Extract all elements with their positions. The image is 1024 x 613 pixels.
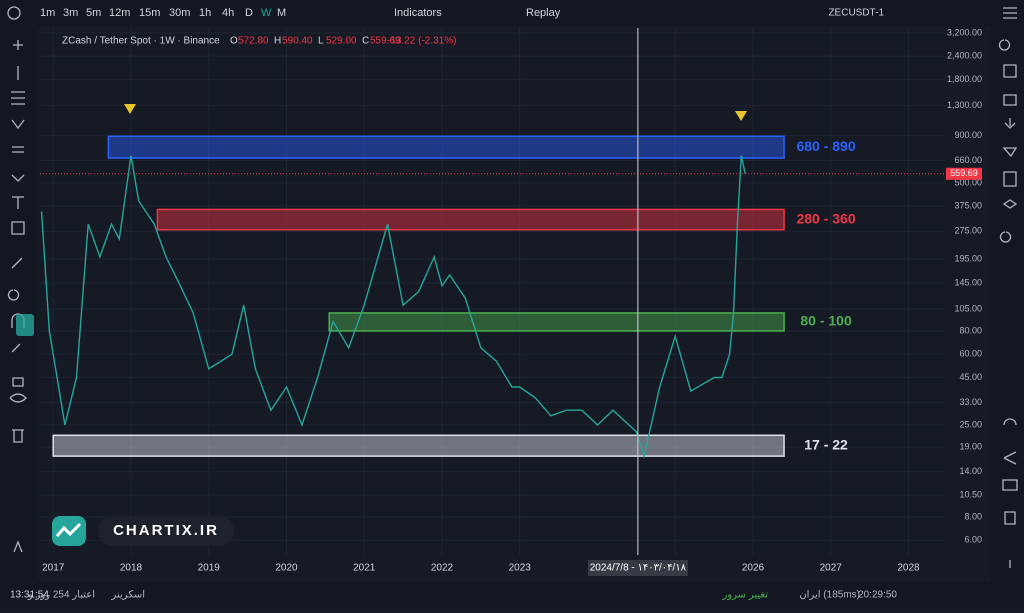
interval[interactable]: W [261, 7, 272, 19]
status-bar [0, 582, 1024, 608]
ohlc-value: 590.40 [282, 36, 313, 47]
interval[interactable]: M [277, 7, 286, 19]
interval[interactable]: 30m [169, 7, 190, 19]
price-zone [107, 135, 785, 159]
top-bar [0, 0, 1024, 26]
y-tick-label: 145.00 [954, 277, 982, 287]
clock: 13:31:54 [10, 590, 49, 601]
left-toolbar [0, 26, 36, 582]
last-price-box [946, 167, 982, 180]
interval[interactable]: 3m [63, 7, 78, 19]
sidebar-icons[interactable] [998, 7, 1018, 568]
interval[interactable]: 4h [222, 7, 234, 19]
zone-label: 680 - 890 [796, 138, 855, 154]
server-switch[interactable]: تغییر سرور [722, 590, 769, 601]
magnet-tool[interactable] [16, 314, 34, 336]
zone-label: 280 - 360 [796, 210, 855, 226]
y-tick-label: 25.00 [959, 419, 982, 429]
y-tick-label: 195.00 [954, 253, 982, 263]
add-icon[interactable] [7, 6, 21, 20]
x-tick-label: 2028 [897, 563, 920, 574]
y-tick-label: 6.00 [964, 535, 982, 545]
indicators-button[interactable]: Indicators [394, 7, 442, 19]
ohlc-key: O [230, 36, 238, 47]
zone-label: 80 - 100 [800, 313, 852, 329]
symbol-title: ZCash / Tether Spot · 1W · Binance [62, 36, 220, 47]
change: -13.22 (-2.31%) [387, 36, 456, 47]
price-line [40, 155, 746, 459]
y-tick-label: 8.00 [964, 511, 982, 521]
price-zone [156, 208, 785, 231]
y-tick-label: 375.00 [954, 201, 982, 211]
y-tick-label: 2,400.00 [947, 51, 982, 61]
x-tick-label: 2021 [353, 563, 376, 574]
ohlc-key: L [318, 36, 324, 47]
watermark: CHARTIX.IR [113, 522, 219, 539]
price-zone [328, 312, 785, 332]
ohlc-value: 572.80 [238, 36, 269, 47]
symbol[interactable]: ZECUSDT-1 [828, 8, 884, 19]
status-time: 20:29:50 [858, 590, 897, 601]
zone-label: 17 - 22 [804, 436, 848, 452]
y-tick-label: 900.00 [954, 130, 982, 140]
interval[interactable]: D [245, 7, 253, 19]
interval[interactable]: 15m [139, 7, 160, 19]
ohlc-key: C [362, 36, 369, 47]
crosshair-box [587, 560, 688, 576]
y-tick-label: 660.00 [954, 155, 982, 165]
x-tick-label: 2027 [820, 563, 843, 574]
y-tick-label: 1,300.00 [947, 100, 982, 110]
x-tick-label: 2019 [198, 563, 221, 574]
ohlc-key: H [274, 36, 281, 47]
y-tick-label: 19.00 [959, 442, 982, 452]
tool-icons [7, 6, 1018, 568]
interval[interactable]: 1h [199, 7, 211, 19]
y-tick-label: 3,200.00 [947, 27, 982, 37]
replay-button[interactable]: Replay [526, 7, 561, 19]
x-tick-label: 2026 [742, 563, 765, 574]
x-tick-label: 2018 [120, 563, 143, 574]
right-sidebar [990, 26, 1024, 582]
x-tick-label: 2023 [509, 563, 532, 574]
y-tick-label: 10.50 [959, 489, 982, 499]
x-tick-label: 2022 [431, 563, 454, 574]
screener[interactable]: اسکرینر [110, 590, 145, 601]
interval[interactable]: 12m [109, 7, 130, 19]
y-tick-label: 80.00 [959, 325, 982, 335]
y-tick-label: 33.00 [959, 397, 982, 407]
last-price-label: 559.69 [950, 168, 978, 178]
y-tick-label: 105.00 [954, 303, 982, 313]
y-tick-label: 60.00 [959, 349, 982, 359]
interval[interactable]: 1m [40, 7, 55, 19]
y-tick-label: 14.00 [959, 466, 982, 476]
ping: ایران (185ms) [799, 590, 860, 601]
plot [40, 28, 945, 555]
drawing-tools[interactable] [7, 40, 27, 553]
y-tick-label: 500.00 [954, 177, 982, 187]
ohlc-value: 559.69 [370, 36, 401, 47]
watermark-pill [98, 516, 234, 546]
logo-mark [55, 522, 82, 537]
price-zone [52, 434, 785, 457]
y-tick-label: 45.00 [959, 372, 982, 382]
crosshair-label: 2024/7/8 - ۱۴۰۳/۰۴/۱۸ [590, 563, 687, 574]
y-tick-label: 275.00 [954, 226, 982, 236]
credit: اعتبار 254 روز و [27, 590, 95, 601]
y-tick-label: 1,800.00 [947, 74, 982, 84]
x-tick-label: 2020 [275, 563, 298, 574]
x-tick-label: 2017 [42, 563, 65, 574]
ohlc-value: 529.00 [326, 36, 357, 47]
interval[interactable]: 5m [86, 7, 101, 19]
